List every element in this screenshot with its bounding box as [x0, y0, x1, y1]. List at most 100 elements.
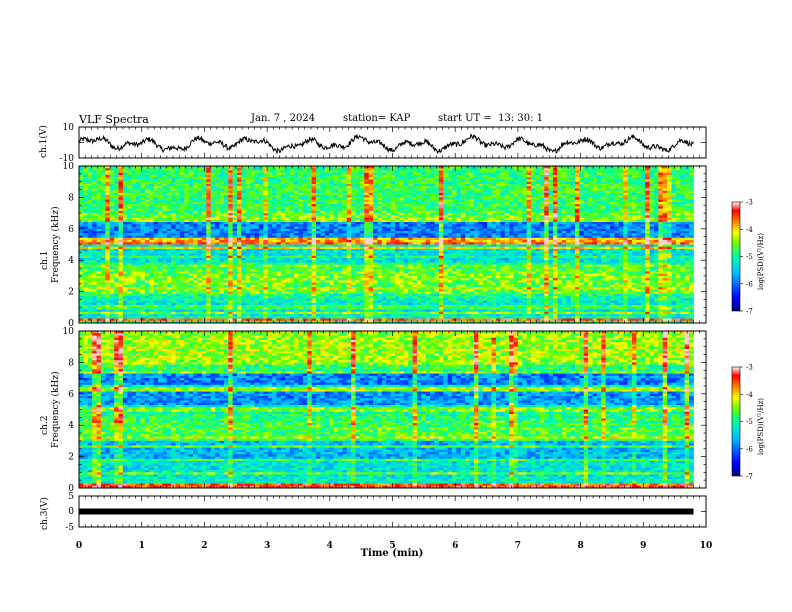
- heatmap-cell: [553, 177, 558, 180]
- heatmap-cell: [193, 222, 198, 225]
- heatmap-cell: [109, 224, 115, 227]
- heatmap-cell: [671, 217, 677, 221]
- heatmap-cell: [302, 228, 308, 232]
- heatmap-cell: [509, 170, 514, 174]
- heatmap-cell: [465, 188, 471, 192]
- heatmap-cell: [285, 217, 291, 221]
- heatmap-cell: [96, 170, 102, 174]
- heatmap-cell: [285, 170, 291, 174]
- heatmap-cell: [153, 170, 159, 174]
- heatmap-cell: [250, 228, 255, 232]
- heatmap-cell: [320, 231, 326, 234]
- heatmap-cell: [500, 210, 506, 214]
- heatmap-cell: [342, 166, 348, 169]
- heatmap-cell: [337, 210, 343, 214]
- heatmap-cell: [557, 217, 563, 221]
- heatmap-cell: [592, 201, 598, 205]
- heatmap-cell: [408, 192, 413, 196]
- heatmap-cell: [267, 190, 273, 194]
- heatmap-cell: [395, 188, 400, 192]
- heatmap-cell: [395, 183, 400, 187]
- heatmap-cell: [482, 190, 488, 194]
- heatmap-cell: [215, 179, 220, 183]
- heatmap-cell: [509, 192, 514, 196]
- heatmap-cell: [267, 168, 273, 171]
- heatmap-cell: [166, 168, 172, 171]
- heatmap-cell: [395, 210, 400, 214]
- heatmap-cell: [258, 215, 264, 218]
- heatmap-cell: [175, 208, 181, 212]
- heatmap-cell: [109, 186, 115, 189]
- heatmap-cell: [364, 166, 370, 169]
- heatmap-cell: [210, 219, 216, 223]
- heatmap-cell: [412, 201, 418, 205]
- heatmap-cell: [447, 208, 453, 212]
- heatmap-cell: [658, 172, 664, 176]
- heatmap-cell: [122, 195, 128, 198]
- heatmap-cell: [100, 168, 106, 171]
- heatmap-cell: [368, 199, 374, 203]
- heatmap-cell: [487, 210, 492, 214]
- heatmap-cell: [294, 168, 299, 171]
- heatmap-cell: [623, 174, 629, 178]
- heatmap-cell: [443, 181, 449, 185]
- heatmap-cell: [421, 172, 427, 176]
- heatmap-cell: [614, 181, 620, 185]
- heatmap-cell: [342, 224, 348, 227]
- heatmap-cell: [579, 219, 585, 223]
- heatmap-cell: [188, 174, 194, 178]
- heatmap-cell: [179, 199, 185, 203]
- heatmap-cell: [193, 197, 198, 201]
- heatmap-cell: [162, 237, 168, 241]
- heatmap-cell: [320, 213, 326, 216]
- heatmap-cell: [250, 186, 255, 189]
- heatmap-cell: [438, 213, 444, 216]
- heatmap-cell: [583, 240, 589, 243]
- heatmap-cell: [610, 219, 615, 223]
- heatmap-cell: [294, 181, 299, 185]
- heatmap-cell: [535, 181, 541, 185]
- heatmap-cell: [434, 228, 440, 232]
- heatmap-cell: [653, 219, 659, 223]
- heatmap-cell: [653, 231, 659, 234]
- heatmap-cell: [219, 192, 225, 196]
- heatmap-cell: [491, 174, 497, 178]
- heatmap-cell: [425, 192, 431, 196]
- heatmap-cell: [452, 215, 457, 218]
- heatmap-cell: [487, 231, 492, 234]
- heatmap-cell: [386, 240, 392, 243]
- heatmap-cell: [320, 222, 326, 225]
- heatmap-cell: [509, 190, 514, 194]
- heatmap-cell: [509, 240, 514, 243]
- heatmap-cell: [294, 233, 299, 236]
- heatmap-cell: [333, 226, 339, 230]
- heatmap-cell: [610, 226, 615, 230]
- heatmap-cell: [267, 222, 273, 225]
- heatmap-cell: [478, 213, 484, 216]
- heatmap-cell: [535, 201, 541, 205]
- heatmap-cell: [412, 181, 418, 185]
- heatmap-cell: [430, 222, 435, 225]
- heatmap-cell: [539, 183, 545, 187]
- heatmap-cell: [298, 183, 304, 187]
- heatmap-cell: [140, 228, 146, 232]
- heatmap-cell: [425, 219, 431, 223]
- heatmap-cell: [658, 215, 664, 218]
- heatmap-cell: [610, 224, 615, 227]
- heatmap-cell: [188, 224, 194, 227]
- heatmap-cell: [179, 215, 185, 218]
- heatmap-cell: [201, 183, 207, 187]
- heatmap-cell: [412, 188, 418, 192]
- heatmap-cell: [509, 237, 514, 241]
- heatmap-cell: [206, 228, 212, 232]
- heatmap-cell: [109, 170, 115, 174]
- heatmap-cell: [456, 224, 462, 227]
- heatmap-cell: [346, 188, 352, 192]
- heatmap-cell: [434, 190, 440, 194]
- heatmap-cell: [403, 190, 409, 194]
- heatmap-cell: [166, 195, 172, 198]
- heatmap-cell: [482, 219, 488, 223]
- heatmap-cell: [355, 192, 361, 196]
- heatmap-cell: [447, 235, 453, 239]
- heatmap-cell: [158, 192, 163, 196]
